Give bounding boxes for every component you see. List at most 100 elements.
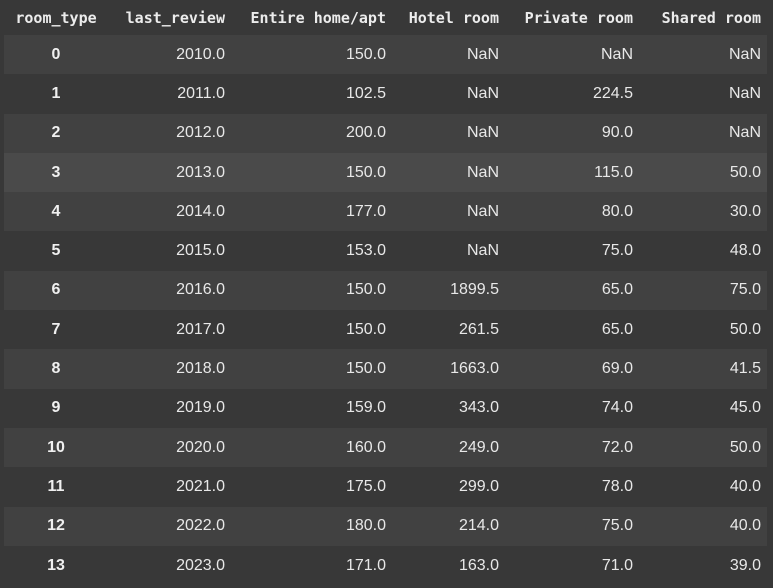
row-index-cell: 3	[4, 152, 108, 193]
table-cell: NaN	[392, 74, 505, 114]
table-cell: 2019.0	[108, 388, 231, 428]
table-row: 0 2010.0 150.0 NaN NaN NaN	[4, 35, 767, 75]
table-cell: 75.0	[505, 231, 639, 271]
table-cell: 1899.5	[392, 270, 505, 311]
row-index-cell: 4	[4, 192, 108, 232]
table-row: 11 2021.0 175.0 299.0 78.0 40.0	[4, 467, 767, 507]
table-row: 3 2013.0 150.0 NaN 115.0 50.0	[4, 152, 767, 193]
table-cell: 261.5	[392, 310, 505, 350]
table-cell: NaN	[639, 74, 767, 114]
table-cell: 180.0	[231, 506, 392, 546]
column-header-hotel-room: Hotel room	[392, 0, 505, 35]
table-cell: 102.5	[231, 74, 392, 114]
table-row: 1 2011.0 102.5 NaN 224.5 NaN	[4, 74, 767, 114]
row-index-cell: 2	[4, 113, 108, 153]
table-cell: 65.0	[505, 310, 639, 350]
table-row: 2 2012.0 200.0 NaN 90.0 NaN	[4, 113, 767, 153]
table-cell: 50.0	[639, 152, 767, 193]
table-cell: 2012.0	[108, 113, 231, 153]
table-cell: 160.0	[231, 427, 392, 468]
row-index-cell: 9	[4, 388, 108, 428]
table-cell: 69.0	[505, 349, 639, 389]
table-cell: 343.0	[392, 388, 505, 428]
table-cell: 2021.0	[108, 467, 231, 507]
table-cell: 2022.0	[108, 506, 231, 546]
row-index-cell: 7	[4, 310, 108, 350]
table-cell: 150.0	[231, 349, 392, 389]
table-row: 4 2014.0 177.0 NaN 80.0 30.0	[4, 192, 767, 232]
table-cell: NaN	[639, 35, 767, 75]
column-header-last-review: last_review	[108, 0, 231, 35]
table-cell: 159.0	[231, 388, 392, 428]
row-index-cell: 11	[4, 467, 108, 507]
column-header-entire-home-apt: Entire home/apt	[231, 0, 392, 35]
table-cell: 2017.0	[108, 310, 231, 350]
column-header-shared-room: Shared room	[639, 0, 767, 35]
table-cell: 45.0	[639, 388, 767, 428]
table-cell: 2023.0	[108, 545, 231, 586]
table-cell: 2010.0	[108, 35, 231, 75]
table-cell: 153.0	[231, 231, 392, 271]
table-cell: 177.0	[231, 192, 392, 232]
table-cell: 2018.0	[108, 349, 231, 389]
table-row: 13 2023.0 171.0 163.0 71.0 39.0	[4, 545, 767, 586]
table-cell: 90.0	[505, 113, 639, 153]
row-index-cell: 8	[4, 349, 108, 389]
table-cell: 200.0	[231, 113, 392, 153]
row-index-cell: 6	[4, 270, 108, 311]
row-index-cell: 1	[4, 74, 108, 114]
table-cell: 150.0	[231, 310, 392, 350]
table-cell: 50.0	[639, 310, 767, 350]
table-row: 9 2019.0 159.0 343.0 74.0 45.0	[4, 388, 767, 428]
table-cell: 150.0	[231, 35, 392, 75]
table-row: 10 2020.0 160.0 249.0 72.0 50.0	[4, 427, 767, 468]
row-index-cell: 5	[4, 231, 108, 271]
table-cell: 30.0	[639, 192, 767, 232]
table-row: 12 2022.0 180.0 214.0 75.0 40.0	[4, 506, 767, 546]
table-row: 8 2018.0 150.0 1663.0 69.0 41.5	[4, 349, 767, 389]
table-cell: 2013.0	[108, 152, 231, 193]
table-cell: 214.0	[392, 506, 505, 546]
table-cell: 40.0	[639, 467, 767, 507]
table-row: 6 2016.0 150.0 1899.5 65.0 75.0	[4, 270, 767, 311]
table-cell: NaN	[392, 192, 505, 232]
table-cell: 150.0	[231, 270, 392, 311]
table-row: 5 2015.0 153.0 NaN 75.0 48.0	[4, 231, 767, 271]
table-cell: 71.0	[505, 545, 639, 586]
table-cell: 40.0	[639, 506, 767, 546]
table-cell: 115.0	[505, 152, 639, 193]
table-cell: 1663.0	[392, 349, 505, 389]
table-cell: 75.0	[505, 506, 639, 546]
table-cell: 175.0	[231, 467, 392, 507]
table-cell: 48.0	[639, 231, 767, 271]
table-cell: 2014.0	[108, 192, 231, 232]
table-cell: 39.0	[639, 545, 767, 586]
table-cell: 72.0	[505, 427, 639, 468]
table-cell: 2020.0	[108, 427, 231, 468]
row-index-cell: 12	[4, 506, 108, 546]
column-header-private-room: Private room	[505, 0, 639, 35]
table-cell: NaN	[392, 231, 505, 271]
table-cell: 78.0	[505, 467, 639, 507]
row-index-cell: 10	[4, 427, 108, 468]
table-cell: 2016.0	[108, 270, 231, 311]
table-cell: 41.5	[639, 349, 767, 389]
table-cell: 74.0	[505, 388, 639, 428]
table-cell: 2011.0	[108, 74, 231, 114]
table-row: 7 2017.0 150.0 261.5 65.0 50.0	[4, 310, 767, 350]
table-cell: NaN	[392, 35, 505, 75]
table-cell: NaN	[505, 35, 639, 75]
row-index-cell: 0	[4, 35, 108, 75]
column-header-room-type: room_type	[4, 0, 108, 35]
table-header-row: room_type last_review Entire home/apt Ho…	[4, 0, 767, 35]
table-cell: 249.0	[392, 427, 505, 468]
table-cell: 75.0	[639, 270, 767, 311]
table-cell: 163.0	[392, 545, 505, 586]
table-cell: 50.0	[639, 427, 767, 468]
row-index-cell: 13	[4, 545, 108, 586]
table-cell: 224.5	[505, 74, 639, 114]
table-cell: NaN	[392, 113, 505, 153]
table-cell: 150.0	[231, 152, 392, 193]
table-cell: 80.0	[505, 192, 639, 232]
